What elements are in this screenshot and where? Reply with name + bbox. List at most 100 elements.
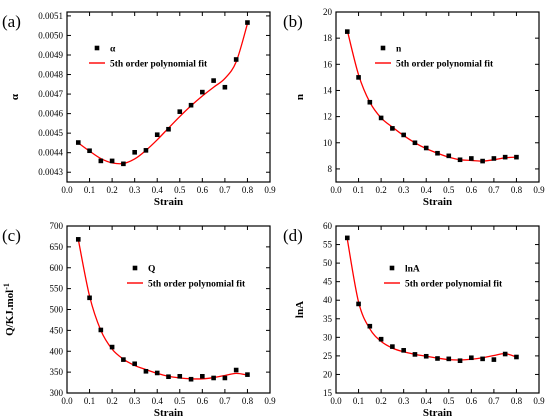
x-tick-label: 0.5 (443, 185, 455, 195)
y-tick-label: 500 (50, 305, 64, 315)
x-tick-label: 0.6 (197, 396, 209, 406)
plot-frame (66, 11, 271, 183)
x-tick-label: 0.3 (398, 396, 410, 406)
x-tick-label: 0.2 (106, 185, 117, 195)
y-tick-label: 0.0049 (38, 50, 63, 60)
legend-label-points: α (110, 45, 116, 55)
x-tick-label: 0.5 (174, 185, 186, 195)
data-point (233, 367, 239, 373)
x-tick-label: 0.0 (330, 396, 342, 406)
data-point (514, 354, 519, 360)
data-point (401, 348, 406, 353)
data-point (98, 327, 104, 333)
data-point (469, 355, 474, 361)
data-point (121, 357, 126, 362)
data-point (211, 78, 216, 83)
data-point (87, 295, 92, 301)
x-tick-label: 0.6 (197, 185, 209, 195)
y-tick-label: 40 (323, 295, 333, 305)
y-tick-label: 0.0048 (38, 70, 63, 80)
data-point (222, 84, 228, 90)
x-tick-label: 0.6 (466, 396, 478, 406)
panel-label: (a) (2, 12, 21, 31)
x-tick-label: 0.4 (421, 185, 433, 195)
y-tick-label: 450 (50, 325, 64, 335)
data-point (177, 374, 183, 379)
x-tick-label: 0.8 (511, 396, 523, 406)
x-tick-label: 0.9 (264, 396, 276, 406)
data-point (356, 75, 361, 80)
x-tick-label: 0.3 (129, 185, 141, 195)
data-point (367, 99, 373, 105)
x-tick-label: 0.0 (61, 396, 73, 406)
data-point (222, 375, 228, 381)
data-point (423, 353, 429, 359)
panel-label: (d) (283, 226, 303, 245)
fit-curve (77, 23, 249, 165)
x-tick-label: 0.8 (242, 185, 254, 195)
data-point (435, 150, 440, 156)
data-point (457, 358, 463, 364)
x-tick-label: 0.5 (174, 396, 186, 406)
y-tick-label: 700 (50, 221, 64, 231)
x-tick-label: 0.2 (375, 396, 386, 406)
x-tick-label: 0.5 (443, 396, 455, 406)
data-point (166, 374, 171, 380)
legend-label-points: n (396, 45, 402, 55)
legend-label-points: lnA (405, 265, 420, 275)
fit-curve (346, 238, 517, 361)
legend-marker-points (94, 45, 100, 51)
legend-label-fit: 5th order polynomial fit (396, 60, 494, 70)
data-point (356, 301, 361, 307)
data-point (200, 89, 205, 95)
data-point (491, 357, 497, 362)
data-point (143, 148, 149, 153)
x-axis-title: Strain (154, 407, 183, 419)
y-tick-label: 400 (50, 346, 64, 356)
legend: α 5th order polynomial fit (89, 45, 208, 70)
data-point (480, 158, 485, 164)
data-point (401, 132, 406, 138)
y-tick-label: 600 (50, 263, 64, 273)
y-tick-label: 300 (50, 388, 64, 398)
data-point (412, 352, 418, 357)
data-point (87, 148, 92, 154)
chart-panel-d: (d) 0.0 0.1 0.2 0.3 0.4 0.5 0.6 0.7 0.8 0.9 15 20 25 3… (283, 221, 545, 419)
data-point (390, 126, 395, 131)
y-axis-title: lnA (294, 301, 306, 318)
x-tick-label: 0.8 (511, 185, 523, 195)
x-tick-label: 0.1 (84, 396, 95, 406)
chart-panel-c: (c) 0.0 0.1 0.2 0.3 0.4 0.5 0.6 0.7 0.8 0.9 300 350 4… (2, 221, 276, 419)
chart-panel-a: (a) 0.0 0.1 0.2 0.3 0.4 0.5 0.6 0.7 0.8 0.9 0.0043 0… (2, 11, 276, 208)
y-tick-label: 12 (323, 112, 332, 122)
data-point (502, 351, 508, 357)
y-tick-label: 0.0045 (38, 128, 63, 138)
data-point (245, 372, 250, 377)
plot-frame (66, 225, 271, 394)
data-point (514, 154, 519, 160)
y-axis-title: α (9, 93, 21, 100)
data-point (446, 356, 452, 362)
x-tick-label: 0.7 (488, 396, 500, 406)
data-point (344, 29, 350, 34)
y-tick-label: 55 (323, 240, 333, 250)
y-tick-label: 350 (50, 367, 64, 377)
y-tick-label: 16 (323, 59, 333, 69)
x-tick-label: 0.4 (152, 185, 164, 195)
y-tick-label: 14 (323, 85, 333, 95)
data-point (378, 336, 384, 342)
data-point (75, 140, 81, 145)
data-point (154, 370, 160, 376)
data-point (177, 109, 183, 114)
x-tick-label: 0.3 (129, 396, 141, 406)
y-tick-label: 50 (323, 258, 333, 268)
y-axis-title: Q/KJ.mol-1 (2, 283, 16, 336)
legend-label-fit: 5th order polynomial fit (405, 280, 503, 290)
y-tick-label: 0.0044 (38, 148, 63, 158)
data-point (143, 368, 149, 374)
legend-label-fit: 5th order polynomial fit (148, 280, 246, 290)
panel-label: (b) (283, 12, 303, 31)
fit-curve (77, 239, 248, 380)
x-tick-label: 0.3 (398, 185, 410, 195)
data-point (188, 376, 194, 382)
